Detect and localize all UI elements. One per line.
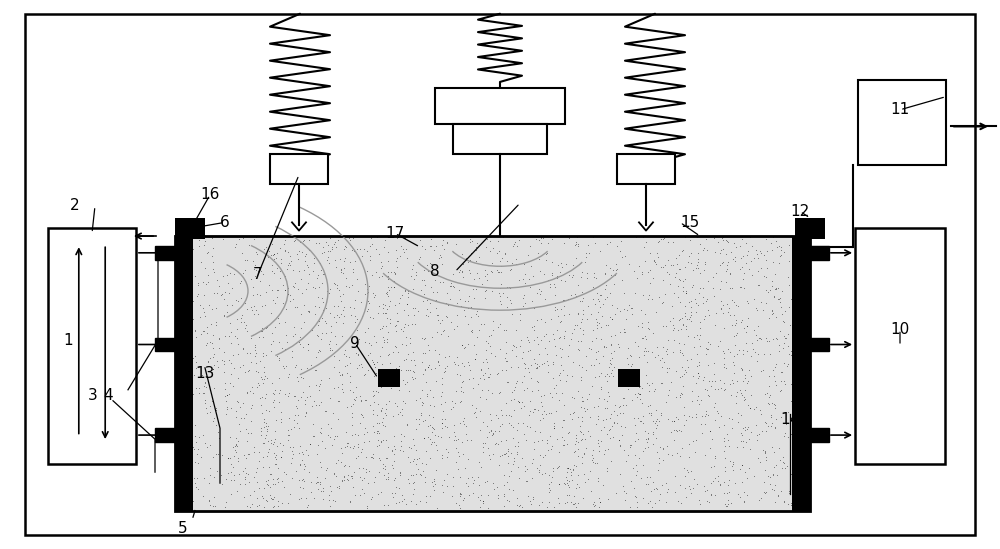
Bar	[858, 80, 946, 165]
Bar	[618, 369, 640, 387]
Text: 7: 7	[253, 267, 263, 282]
Text: 15: 15	[680, 215, 700, 230]
Text: 14: 14	[780, 412, 800, 428]
Bar	[270, 154, 328, 184]
Bar	[855, 228, 945, 464]
Text: 9: 9	[350, 335, 360, 351]
Text: 1: 1	[63, 333, 73, 348]
Text: 3: 3	[88, 388, 98, 403]
Bar	[617, 154, 675, 184]
Bar	[175, 236, 193, 511]
Bar	[435, 88, 565, 124]
Bar	[155, 428, 177, 442]
Bar	[453, 124, 547, 154]
Bar	[48, 228, 136, 464]
Bar	[792, 236, 810, 511]
Bar	[155, 338, 177, 351]
Text: 6: 6	[220, 215, 230, 230]
Text: 12: 12	[790, 204, 810, 219]
Text: 16: 16	[200, 187, 220, 203]
Bar	[175, 218, 205, 239]
Bar	[807, 428, 829, 442]
Text: 2: 2	[70, 198, 80, 214]
Text: 11: 11	[890, 102, 910, 117]
Text: 17: 17	[385, 226, 405, 241]
Bar	[795, 218, 825, 239]
Text: 13: 13	[195, 366, 215, 381]
Text: 10: 10	[890, 322, 910, 337]
Bar	[155, 246, 177, 260]
Bar	[807, 246, 829, 260]
Bar	[807, 338, 829, 351]
Text: 16: 16	[790, 292, 810, 307]
Text: 4: 4	[103, 388, 113, 403]
Text: 5: 5	[178, 520, 188, 536]
Bar	[175, 236, 810, 511]
Text: 8: 8	[430, 264, 440, 279]
Bar	[378, 369, 400, 387]
Bar	[175, 236, 810, 511]
